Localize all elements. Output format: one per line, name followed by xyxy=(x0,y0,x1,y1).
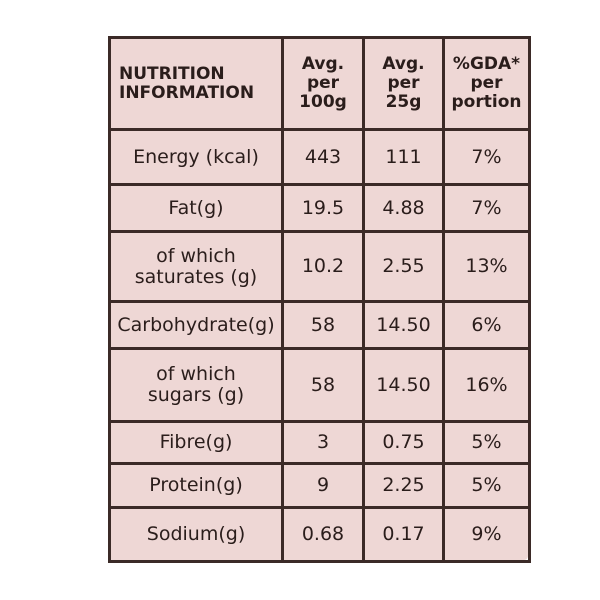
nutrient-value: 3 xyxy=(281,420,365,465)
cell-line: NUTRITION xyxy=(119,63,225,84)
cell-line: of which xyxy=(156,244,236,267)
header-row: NUTRITION INFORMATION Avg. per 100g Avg. per 25… xyxy=(108,36,531,131)
cell-line: Avg. xyxy=(382,54,425,74)
nutrient-row: Fibre(g) 3 0.75 5% xyxy=(108,420,531,465)
nutrient-value: 14.50 xyxy=(362,300,445,350)
nutrient-label: Carbohydrate(g) xyxy=(108,300,284,350)
nutrient-value: 0.17 xyxy=(362,506,445,563)
nutrient-label: Fibre(g) xyxy=(108,420,284,465)
cell-line: saturates (g) xyxy=(134,265,258,288)
nutrient-value: 7% xyxy=(442,183,531,233)
nutrient-row: Energy (kcal) 443 111 7% xyxy=(108,128,531,186)
nutrient-label: Protein(g) xyxy=(108,462,284,509)
nutrient-value: 16% xyxy=(442,347,531,423)
nutrient-label: Sodium(g) xyxy=(108,506,284,563)
header-cell: NUTRITION INFORMATION xyxy=(108,36,284,131)
nutrient-value: 443 xyxy=(281,128,365,186)
nutrient-value: 2.55 xyxy=(362,230,445,303)
nutrient-value: 58 xyxy=(281,347,365,423)
nutrient-value: 4.88 xyxy=(362,183,445,233)
nutrient-value: 5% xyxy=(442,462,531,509)
cell-line: INFORMATION xyxy=(119,82,255,103)
nutrition-table: NUTRITION INFORMATION Avg. per 100g Avg. per 25… xyxy=(108,36,531,563)
nutrient-value: 111 xyxy=(362,128,445,186)
cell-line: portion xyxy=(451,92,522,112)
nutrient-row: of which sugars (g) 58 14.50 16% xyxy=(108,347,531,423)
cell-line: 100g xyxy=(299,92,347,112)
nutrient-label: of which sugars (g) xyxy=(108,347,284,423)
nutrient-value: 9 xyxy=(281,462,365,509)
nutrient-value: 13% xyxy=(442,230,531,303)
nutrient-row: of which saturates (g) 10.2 2.55 13% xyxy=(108,230,531,303)
nutrient-value: 58 xyxy=(281,300,365,350)
nutrient-value: 14.50 xyxy=(362,347,445,423)
nutrient-value: 9% xyxy=(442,506,531,563)
nutrient-row: Protein(g) 9 2.25 5% xyxy=(108,462,531,509)
cell-line: per xyxy=(387,73,420,93)
header-cell: Avg. per 100g xyxy=(281,36,365,131)
header-cell: %GDA* per portion xyxy=(442,36,531,131)
nutrient-value: 6% xyxy=(442,300,531,350)
nutrient-row: Carbohydrate(g) 58 14.50 6% xyxy=(108,300,531,350)
cell-line: %GDA* xyxy=(452,54,521,74)
nutrient-value: 10.2 xyxy=(281,230,365,303)
header-cell: Avg. per 25g xyxy=(362,36,445,131)
cell-line: of which xyxy=(156,363,236,385)
nutrient-label: Energy (kcal) xyxy=(108,128,284,186)
nutrient-label: Fat(g) xyxy=(108,183,284,233)
cell-line: 25g xyxy=(385,92,422,112)
nutrient-label: of which saturates (g) xyxy=(108,230,284,303)
nutrient-value: 19.5 xyxy=(281,183,365,233)
nutrient-value: 0.68 xyxy=(281,506,365,563)
nutrient-value: 2.25 xyxy=(362,462,445,509)
cell-line: sugars (g) xyxy=(147,384,245,406)
nutrient-value: 7% xyxy=(442,128,531,186)
nutrient-row: Fat(g) 19.5 4.88 7% xyxy=(108,183,531,233)
cell-line: per xyxy=(470,73,503,93)
nutrient-row: Sodium(g) 0.68 0.17 9% xyxy=(108,506,531,563)
nutrient-value: 0.75 xyxy=(362,420,445,465)
nutrient-value: 5% xyxy=(442,420,531,465)
nutrition-panel: NUTRITION INFORMATION Avg. per 100g Avg. per 25… xyxy=(108,36,531,563)
cell-line: per xyxy=(306,73,340,93)
cell-line: Avg. xyxy=(301,54,345,74)
